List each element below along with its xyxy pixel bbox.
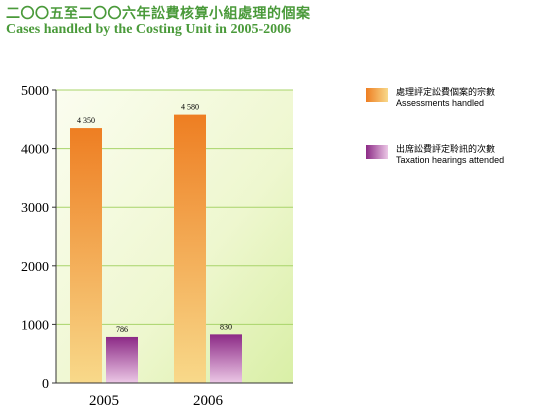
labels: 0 1000 2000 3000 4000 5000 4 350 786 2005 4 580 83… [21, 84, 232, 409]
bar [106, 336, 138, 383]
bar-group [70, 114, 242, 383]
y-tick-label: 5000 [21, 84, 49, 99]
legend-swatch-hearings [366, 145, 388, 159]
chart-title-english: Cases handled by the Costing Unit in 200… [6, 22, 292, 37]
bar [210, 334, 242, 383]
y-tick-label: 1000 [21, 318, 49, 333]
bar-value-label: 830 [220, 322, 232, 331]
bar-value-label: 4 580 [181, 103, 199, 112]
chart-title-chinese: 二〇〇五至二〇〇六年訟費核算小組處理的個案 [6, 6, 311, 22]
legend-label-zh: 出席訟費評定聆訊的次數 [396, 145, 496, 155]
bar [174, 114, 206, 383]
y-tick-label: 2000 [21, 260, 49, 275]
bar-value-label: 786 [116, 325, 128, 334]
y-tick-label: 0 [42, 377, 49, 392]
legend-label-zh: 處理評定訟費個案的宗數 [396, 88, 496, 98]
bar-value-label: 4 350 [77, 116, 95, 125]
x-tick-label: 2005 [89, 393, 119, 409]
x-tick-label: 2006 [193, 393, 224, 409]
legend-label-en: Assessments handled [396, 98, 485, 108]
y-tick-label: 4000 [21, 143, 49, 158]
legend-label-en: Taxation hearings attended [396, 155, 505, 165]
legend-swatch-assessments [366, 88, 388, 102]
y-tick-label: 3000 [21, 201, 49, 216]
axes [52, 89, 293, 384]
bar [70, 128, 102, 383]
